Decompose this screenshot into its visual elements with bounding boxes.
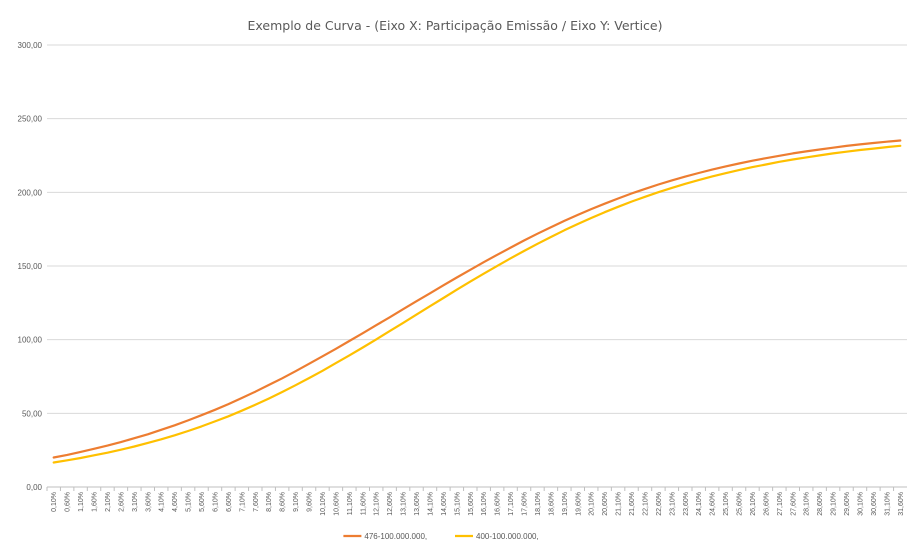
y-tick-label: 100,00: [18, 336, 43, 345]
x-tick-label: 23,10%: [669, 492, 676, 516]
x-tick-label: 20,10%: [589, 492, 596, 516]
x-tick-label: 25,10%: [723, 492, 730, 516]
x-tick-label: 26,60%: [763, 492, 770, 516]
x-tick-label: 17,10%: [508, 492, 515, 516]
x-tick-label: 4,60%: [172, 492, 179, 512]
x-tick-label: 31,60%: [898, 492, 905, 516]
y-axis-tick-labels: 0,00 50,00 100,00 150,00 200,00 250,00 300,00: [18, 41, 43, 492]
x-tick-label: 16,60%: [495, 492, 502, 516]
series-lines: [52, 139, 902, 464]
x-tick-label: 8,10%: [266, 492, 273, 512]
x-tick-label: 5,10%: [186, 492, 193, 512]
x-tick-label: 11,60%: [360, 492, 367, 515]
x-tick-label: 28,60%: [817, 492, 824, 516]
x-tick-label: 30,60%: [871, 492, 878, 516]
x-tick-label: 12,10%: [374, 492, 381, 516]
x-tick-label: 10,10%: [320, 492, 327, 516]
x-tick-label: 16,10%: [481, 492, 488, 516]
x-tick-label: 21,60%: [629, 492, 636, 516]
y-tick-label: 250,00: [18, 115, 43, 124]
series-line-2: [52, 144, 902, 464]
x-tick-label: 15,60%: [468, 492, 475, 516]
x-tick-label: 2,60%: [118, 492, 125, 512]
x-tick-label: 9,10%: [293, 492, 300, 512]
x-tick-label: 24,10%: [696, 492, 703, 516]
x-tick-label: 3,60%: [145, 492, 152, 512]
x-tick-label: 5,60%: [199, 492, 206, 512]
gridlines: [46, 44, 907, 491]
x-tick-label: 2,10%: [105, 492, 112, 512]
x-tick-label: 15,10%: [454, 492, 461, 516]
y-tick-label: 200,00: [18, 188, 43, 197]
y-tick-label: 300,00: [18, 41, 43, 50]
x-tick-label: 20,60%: [602, 492, 609, 516]
x-tick-label: 13,10%: [401, 492, 408, 516]
x-tick-label: 24,60%: [710, 492, 717, 516]
chart-title: Exemplo de Curva - (Eixo X: Participação…: [247, 18, 662, 33]
x-tick-label: 22,10%: [642, 492, 649, 516]
x-tick-label: 3,10%: [132, 492, 139, 512]
x-tick-label: 8,60%: [280, 492, 287, 512]
series-line-1: [52, 139, 902, 459]
x-tick-label: 4,10%: [159, 492, 166, 512]
x-tick-label: 6,10%: [212, 492, 219, 512]
x-tick-label: 14,10%: [427, 492, 434, 516]
x-tick-label: 0,60%: [65, 492, 72, 512]
y-tick-label: 150,00: [18, 262, 43, 271]
x-tick-label: 23,60%: [683, 492, 690, 516]
x-tick-label: 29,10%: [831, 492, 838, 516]
x-axis-tick-labels: 0,10% 0,60% 1,10% 1,60% 2,10% 2,60% 3,10% 3,60%…: [51, 492, 905, 516]
x-tick-label: 11,10%: [347, 492, 354, 515]
x-tick-label: 28,10%: [804, 492, 811, 516]
x-tick-label: 7,10%: [239, 492, 246, 512]
x-tick-label: 18,60%: [548, 492, 555, 516]
x-tick-label: 1,60%: [92, 492, 99, 512]
x-tick-label: 26,10%: [750, 492, 757, 516]
x-tick-label: 14,60%: [441, 492, 448, 516]
x-tick-label: 22,60%: [656, 492, 663, 516]
x-tick-label: 18,10%: [535, 492, 542, 516]
x-tick-label: 10,60%: [333, 492, 340, 516]
x-tick-label: 12,60%: [387, 492, 394, 516]
legend: 476-100.000.000, 400-100.000.000,: [343, 532, 539, 541]
x-tick-label: 29,60%: [844, 492, 851, 516]
x-tick-label: 17,60%: [522, 492, 529, 516]
x-tick-label: 19,10%: [562, 492, 569, 516]
y-tick-label: 50,00: [22, 409, 43, 418]
x-tick-label: 27,10%: [777, 492, 784, 516]
x-tick-label: 7,60%: [253, 492, 260, 512]
legend-label-2: 400-100.000.000,: [476, 532, 539, 541]
x-tick-label: 19,60%: [575, 492, 582, 516]
x-tick-label: 0,10%: [51, 492, 58, 512]
y-tick-label: 0,00: [26, 483, 42, 492]
x-tick-label: 6,60%: [226, 492, 233, 512]
x-tick-label: 25,60%: [737, 492, 744, 516]
x-tick-label: 9,60%: [307, 492, 314, 512]
x-tick-label: 13,60%: [414, 492, 421, 516]
x-tick-label: 21,10%: [616, 492, 623, 516]
legend-label-1: 476-100.000.000,: [364, 532, 427, 541]
x-tick-label: 31,10%: [884, 492, 891, 516]
x-tick-label: 27,60%: [790, 492, 797, 516]
x-tick-label: 30,10%: [857, 492, 864, 516]
x-tick-label: 1,10%: [78, 492, 85, 512]
